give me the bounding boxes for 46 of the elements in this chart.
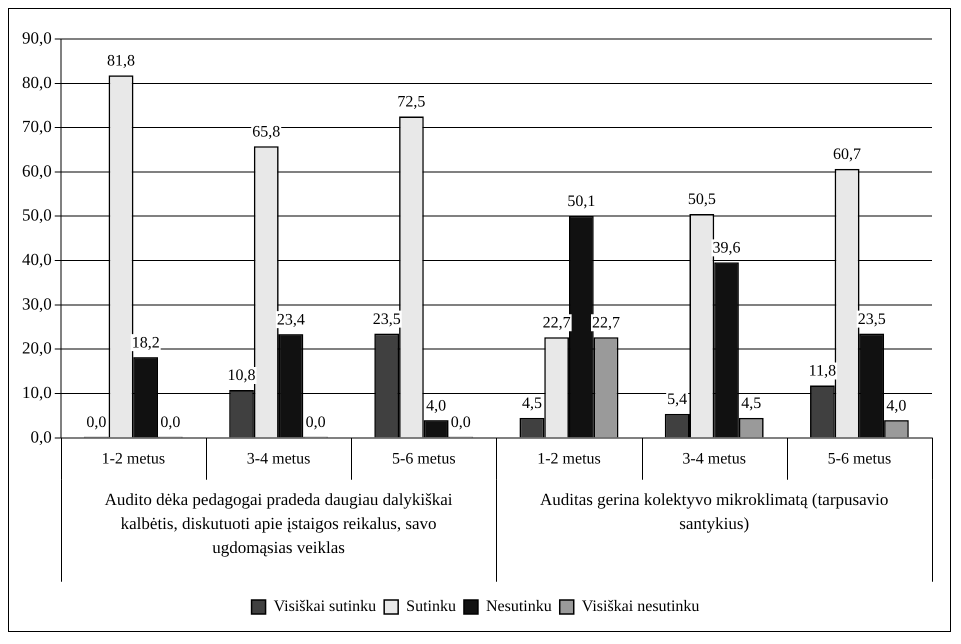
- data-label: 50,5: [688, 191, 716, 208]
- legend-label: Visiškai sutinku: [274, 598, 376, 616]
- legend-label: Visiškai nesutinku: [582, 598, 700, 616]
- x-tick-label: 5-6 metus: [392, 450, 456, 468]
- y-tick-label: 90,0: [22, 28, 52, 48]
- x-tick-label: 3-4 metus: [682, 450, 746, 468]
- y-tick-label: 30,0: [22, 294, 52, 314]
- data-label: 4,5: [741, 395, 762, 412]
- data-label: 0,0: [160, 414, 180, 432]
- text: Auditas gerina kolektyvo mikroklimatą (tarpusavio santykius): [540, 490, 888, 533]
- data-label: 72,5: [397, 94, 426, 111]
- data-label: 4,0: [426, 397, 446, 414]
- y-tick-label: 0,0: [30, 427, 52, 446]
- y-tick-label: 70,0: [22, 117, 52, 136]
- data-label: 65,8: [252, 123, 280, 140]
- data-label: 50,1: [567, 193, 596, 210]
- data-label: 81,8: [107, 52, 136, 70]
- x-tick-label: 1-2 metus: [102, 450, 166, 468]
- data-label: 60,7: [833, 146, 862, 164]
- y-tick-label: 10,0: [22, 382, 52, 402]
- text: Audito dėka pedagogai pradeda daugiau dalykiškai kalbėtis, diskutuoti apie įstaigos reikalus, savo ugdomąsias veiklas: [104, 490, 453, 557]
- legend-label: Sutinku: [406, 598, 456, 616]
- data-label: 0,0: [86, 414, 106, 432]
- y-tick-label: 40,0: [22, 250, 52, 270]
- data-label: 22,7: [542, 314, 571, 332]
- data-label: 4,5: [522, 395, 542, 412]
- x-tick-label: 3-4 metus: [246, 450, 310, 468]
- data-label: 39,6: [712, 240, 741, 257]
- data-label: 18,2: [132, 334, 160, 352]
- data-label: 5,4: [667, 391, 688, 408]
- legend-label: Nesutinku: [486, 598, 552, 616]
- data-label: 0,0: [450, 414, 471, 432]
- data-label: 23,5: [858, 310, 886, 328]
- y-tick-label: 20,0: [22, 338, 52, 358]
- data-label: 11,8: [808, 362, 836, 380]
- data-label: 4,0: [886, 397, 906, 414]
- y-tick-label: 80,0: [22, 72, 52, 92]
- data-label: 22,7: [592, 314, 620, 332]
- data-label: 23,5: [372, 310, 401, 328]
- data-label: 10,8: [228, 367, 256, 384]
- x-tick-label: 5-6 metus: [828, 450, 892, 468]
- y-tick-label: 50,0: [22, 206, 52, 225]
- y-tick-label: 60,0: [22, 161, 52, 180]
- data-label: 0,0: [306, 414, 326, 432]
- x-tick-label: 1-2 metus: [537, 450, 601, 468]
- data-label: 23,4: [276, 311, 305, 328]
